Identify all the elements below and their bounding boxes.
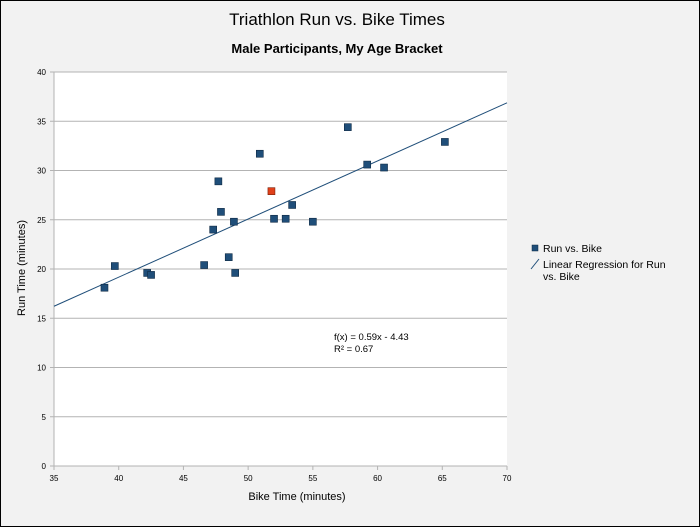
data-point xyxy=(147,271,155,279)
data-point xyxy=(217,208,225,216)
data-point xyxy=(380,163,388,172)
x-tick-label: 35 xyxy=(50,474,59,483)
legend-label-regression-line2: vs. Bike xyxy=(543,271,580,283)
y-tick-label: 15 xyxy=(37,314,46,323)
chart-title: Triathlon Run vs. Bike Times xyxy=(229,10,445,29)
x-tick-label: 45 xyxy=(179,474,188,483)
legend: Run vs. Bike Linear Regression for Run v… xyxy=(530,243,669,283)
x-tick-label: 60 xyxy=(373,474,382,483)
y-axis-label: Run Time (minutes) xyxy=(16,220,28,316)
data-point xyxy=(214,177,223,186)
data-point xyxy=(255,149,264,158)
regression-line-group xyxy=(53,102,508,307)
x-axis-label: Bike Time (minutes) xyxy=(248,491,345,503)
y-tick-label: 0 xyxy=(42,462,47,471)
data-point xyxy=(100,283,109,292)
x-tick-label: 40 xyxy=(114,474,123,483)
data-point xyxy=(224,253,233,261)
y-tick-label: 10 xyxy=(37,364,46,373)
data-point xyxy=(441,138,449,146)
data-point xyxy=(270,214,278,223)
x-tick-label: 55 xyxy=(308,474,317,483)
legend-label-regression-line1: Linear Regression for Run xyxy=(543,259,666,271)
grid xyxy=(50,71,508,470)
legend-marker-regression xyxy=(530,258,540,270)
data-point xyxy=(309,217,317,226)
data-point xyxy=(230,217,238,226)
chart-subtitle: Male Participants, My Age Bracket xyxy=(231,41,443,56)
data-point xyxy=(209,225,217,234)
legend-label-regression: Linear Regression for Run vs. Bike xyxy=(543,259,669,283)
data-point xyxy=(344,123,352,131)
r-squared: R² = 0.67 xyxy=(334,344,373,355)
x-tick-label: 50 xyxy=(244,474,253,483)
tick-labels: 0 5 10 15 20 25 30 35 40 35 40 45 50 55 60 65 70 xyxy=(37,68,512,483)
data-point-highlighted xyxy=(267,187,276,195)
regression-line xyxy=(53,102,508,307)
y-tick-label: 20 xyxy=(37,265,46,274)
x-tick-label: 65 xyxy=(438,474,447,483)
y-tick-label: 40 xyxy=(37,68,46,77)
data-point xyxy=(363,160,372,169)
data-point xyxy=(231,269,239,277)
y-tick-label: 25 xyxy=(37,216,46,225)
data-point xyxy=(281,214,290,223)
data-point xyxy=(288,201,296,209)
legend-label-scatter: Run vs. Bike xyxy=(543,243,602,255)
data-point xyxy=(111,262,119,270)
y-tick-label: 30 xyxy=(37,167,46,176)
legend-marker-scatter xyxy=(531,244,539,252)
y-tick-label: 5 xyxy=(42,413,47,422)
x-tick-label: 70 xyxy=(503,474,512,483)
data-point xyxy=(200,261,208,269)
regression-equation: f(x) = 0.59x - 4.43 xyxy=(334,332,409,343)
data-points xyxy=(100,123,449,292)
y-tick-label: 35 xyxy=(37,117,46,126)
